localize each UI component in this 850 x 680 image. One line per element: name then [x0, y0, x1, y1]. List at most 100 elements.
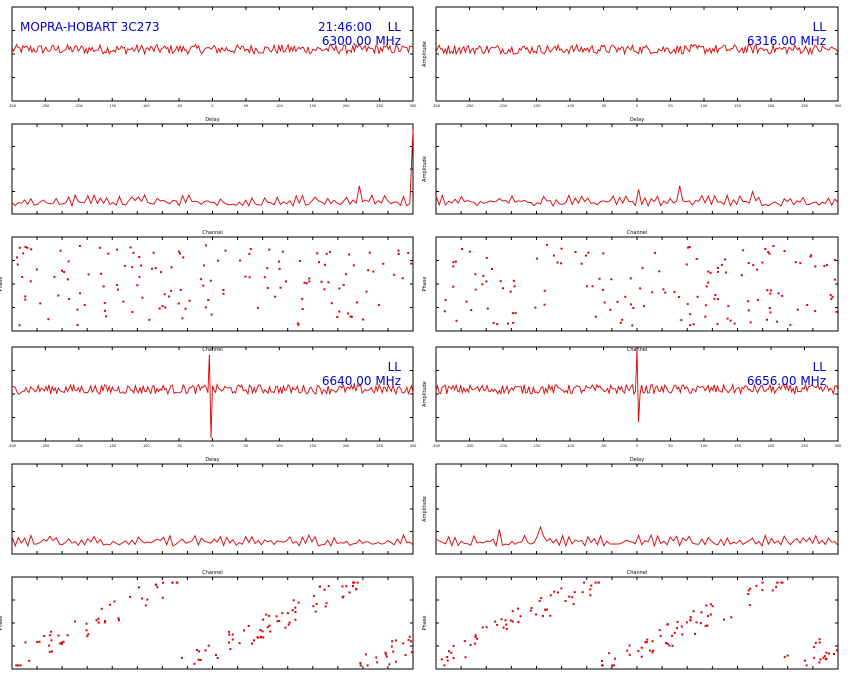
band-2-phase-point — [789, 323, 792, 326]
band-4-phase-ylabel: Phase — [422, 616, 428, 631]
band-1-delay-xtick-label: -100 — [142, 104, 150, 108]
band-3-phase-point — [261, 630, 264, 633]
band-1-amplitude-trace — [11, 129, 414, 208]
band-4-phase-point — [590, 584, 593, 587]
band-4-phase-point — [692, 610, 695, 613]
band-3-phase-point — [318, 585, 321, 588]
band-1-phase-point — [170, 266, 173, 269]
band-3-phase-point — [395, 639, 398, 642]
band-2-phase-point — [443, 310, 446, 313]
band-1-phase-point — [407, 252, 410, 254]
band-4-phase-point — [666, 642, 669, 645]
band-4-phase-point — [659, 634, 662, 637]
band-4-phase-point — [700, 611, 703, 614]
band-1-phase-point — [63, 271, 66, 273]
band-1-phase-point — [170, 289, 173, 292]
band-1-phase-point — [224, 249, 227, 252]
band-2-phase-point — [486, 307, 489, 310]
band-2-phase-point — [717, 270, 719, 273]
band-3-phase-point — [253, 639, 255, 642]
band-2-phase-point — [740, 274, 743, 277]
band-3-phase-point — [286, 612, 289, 615]
band-1-phase-point — [100, 272, 103, 275]
band-1-phase-point — [154, 267, 157, 270]
band-3-phase-point — [156, 586, 159, 589]
band-4-phase-point — [711, 605, 714, 608]
band-2-phase-point — [806, 304, 809, 306]
band-3-phase-point — [62, 640, 65, 643]
band-3-phase-point — [294, 610, 297, 613]
band-1-phase-point — [342, 284, 345, 286]
freq-label-band-4: 6656.00 MHz — [747, 374, 826, 388]
band-3-phase-point — [313, 594, 316, 597]
band-4-phase-point — [594, 581, 597, 584]
freq-label-band-3: 6640.00 MHz — [322, 374, 401, 388]
band-4-phase-point — [658, 629, 661, 632]
band-3-phase-point — [193, 662, 196, 665]
band-2-phase-point — [689, 324, 692, 327]
band-1-phase-point — [266, 267, 269, 270]
band-4-phase-point — [505, 628, 508, 630]
band-3-delay-xtick-label: 250 — [376, 444, 383, 448]
band-1-delay-xtick-label: -200 — [75, 104, 83, 108]
band-4-phase-point — [668, 644, 671, 647]
band-2-phase-point — [624, 295, 627, 298]
band-4-phase-point — [813, 656, 816, 659]
band-2-phase-point — [814, 265, 817, 268]
band-3-phase-point — [356, 581, 359, 584]
band-2-phase-point — [826, 264, 828, 267]
band-1-phase-point — [277, 260, 280, 263]
band-1-phase-point — [61, 269, 63, 272]
band-4-phase-point — [761, 588, 764, 591]
band-4-phase-point — [818, 638, 821, 641]
band-1-phase-point — [268, 248, 271, 251]
band-2-delay-xtick-label: -200 — [499, 104, 507, 108]
band-4-phase-point — [583, 581, 586, 584]
band-2-phase-point — [704, 315, 707, 318]
band-2-phase-point — [687, 246, 689, 249]
band-2-phase-point — [512, 279, 515, 282]
band-3-phase-point — [197, 658, 200, 661]
band-2-phase-point — [465, 300, 468, 303]
band-1-phase-point — [308, 280, 311, 283]
band-1-phase-point — [16, 256, 19, 259]
band-4-phase-point — [637, 649, 640, 652]
band-3-phase-point — [216, 657, 219, 659]
band-1-phase-point — [177, 302, 180, 305]
band-1-delay-xtick-label: -150 — [108, 104, 116, 108]
band-4-phase-point — [671, 644, 674, 647]
band-1-phase-point — [345, 273, 347, 276]
pol-label-band-4: LL — [813, 360, 827, 374]
band-4-phase-point — [505, 623, 508, 626]
band-2-phase-point — [831, 295, 834, 298]
band-2-delay-xtick-label: -150 — [533, 104, 541, 108]
band-2-phase-point — [720, 263, 723, 266]
band-3-phase-point — [259, 629, 262, 631]
band-2-delay-frame — [435, 6, 839, 102]
band-2-phase-point — [574, 251, 577, 253]
band-2-phase-point — [716, 298, 719, 301]
freq-label-band-2: 6316.00 MHz — [747, 34, 826, 48]
band-3-phase-point — [391, 640, 394, 643]
band-3-phase-point — [146, 598, 149, 601]
band-4-phase-point — [511, 620, 514, 623]
band-1-phase-point — [320, 280, 323, 283]
band-4-delay-xtick-label: -300 — [432, 444, 440, 448]
band-3-phase-point — [66, 634, 69, 637]
band-2-phase-point — [662, 288, 665, 291]
band-1-phase-point — [18, 246, 21, 249]
band-1-phase-point — [59, 249, 62, 252]
band-2-delay-xtick-label: 250 — [801, 104, 808, 108]
band-1-phase-point — [76, 308, 79, 311]
band-1-phase-point — [256, 306, 259, 309]
band-1-phase-point — [204, 306, 207, 309]
band-3-phase-point — [154, 583, 157, 586]
band-4-phase-point — [571, 596, 574, 599]
band-2-phase-point — [747, 262, 750, 265]
band-2-phase-point — [609, 308, 612, 311]
band-2-phase-point — [591, 285, 594, 288]
band-1-phase-point — [102, 285, 105, 288]
band-3-phase-point — [269, 630, 272, 633]
band-3-delay-xlabel: Delay — [205, 457, 219, 463]
band-2-phase-point — [482, 274, 485, 277]
